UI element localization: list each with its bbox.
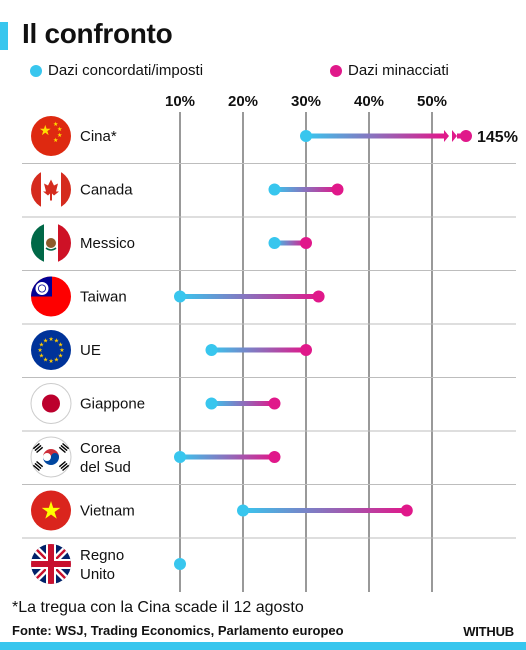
svg-text:★: ★ bbox=[53, 121, 58, 128]
agreed-point bbox=[268, 237, 281, 249]
mexico-flag-icon bbox=[31, 223, 71, 263]
chart-row-ue: ★★★★★★★★★ ★ ★★ UE bbox=[31, 330, 312, 370]
threatened-value-label: 145% bbox=[477, 129, 518, 146]
threatened-point bbox=[268, 451, 281, 463]
svg-text:★: ★ bbox=[40, 497, 62, 525]
chart-row-cina: ★ ★★★★ Cina* 145% bbox=[31, 116, 518, 156]
agreed-point bbox=[174, 290, 186, 303]
threatened-point bbox=[268, 397, 281, 410]
legend-item-threatened: Dazi minacciati bbox=[330, 62, 449, 79]
dumbbell-bar bbox=[211, 401, 275, 406]
svg-text:★: ★ bbox=[57, 126, 62, 133]
svg-text:★: ★ bbox=[39, 123, 52, 139]
canada-flag-icon bbox=[31, 169, 71, 210]
chart-row-vietnam: ★ Vietnam bbox=[31, 490, 413, 531]
svg-text:★: ★ bbox=[37, 347, 42, 354]
chart-row-regno-unito: Regno Unito bbox=[31, 544, 186, 584]
bottom-accent-bar bbox=[0, 642, 526, 650]
x-tick-label: 40% bbox=[354, 93, 384, 110]
svg-text:★: ★ bbox=[39, 342, 44, 349]
row-label: Giappone bbox=[80, 396, 145, 413]
svg-text:★: ★ bbox=[54, 337, 59, 344]
uk-flag-icon bbox=[31, 544, 71, 584]
svg-text:★: ★ bbox=[39, 353, 44, 360]
vietnam-flag-icon: ★ bbox=[31, 490, 71, 531]
chart-row-canada: Canada bbox=[31, 169, 344, 210]
row-label: Canada bbox=[80, 182, 133, 199]
row-label: Taiwan bbox=[80, 289, 127, 306]
threatened-point bbox=[460, 130, 472, 142]
row-label: UE bbox=[80, 342, 101, 359]
agreed-point bbox=[205, 397, 218, 410]
svg-text:★: ★ bbox=[53, 137, 58, 144]
agreed-point bbox=[237, 504, 249, 517]
dumbbell-bar bbox=[211, 347, 306, 353]
taiwan-flag-icon bbox=[31, 276, 71, 317]
footnote: *La tregua con la Cina scade il 12 agost… bbox=[12, 599, 304, 616]
dumbbell-chart: 10% 20% 30% 40% 50% ★ ★★★★ Cina* 145%CanadaMess… bbox=[22, 93, 518, 592]
svg-text:★: ★ bbox=[43, 337, 48, 344]
svg-text:★: ★ bbox=[48, 358, 53, 365]
threatened-point bbox=[331, 183, 344, 196]
brand-logo: WITHUB bbox=[463, 624, 514, 639]
row-label: Cina* bbox=[80, 128, 117, 145]
agreed-point bbox=[174, 558, 186, 570]
south-korea-flag-icon bbox=[30, 436, 72, 478]
dumbbell-bar bbox=[274, 240, 306, 246]
row-label: Messico bbox=[80, 235, 135, 252]
legend-dot-agreed bbox=[30, 64, 42, 77]
chart-row-corea-del-sud: Corea del Sud bbox=[30, 436, 281, 478]
legend-dot-threatened bbox=[330, 64, 342, 77]
threatened-point bbox=[312, 290, 325, 303]
legend-label-threatened: Dazi minacciati bbox=[348, 62, 449, 79]
svg-text:★: ★ bbox=[48, 336, 53, 343]
svg-text:★: ★ bbox=[54, 357, 59, 364]
row-label: Regno Unito bbox=[80, 547, 124, 583]
dumbbell-bar bbox=[306, 133, 444, 139]
threatened-point bbox=[300, 237, 312, 249]
svg-text:★: ★ bbox=[58, 342, 63, 349]
x-tick-label: 10% bbox=[165, 93, 195, 110]
row-label: Vietnam bbox=[80, 503, 135, 520]
dumbbell-bar bbox=[180, 294, 319, 299]
dumbbell-bar bbox=[243, 508, 407, 513]
x-tick-label: 20% bbox=[228, 93, 258, 110]
svg-text:★: ★ bbox=[58, 353, 63, 360]
svg-text:★: ★ bbox=[57, 132, 62, 139]
chart-title: Il confronto bbox=[22, 18, 173, 49]
svg-text:★: ★ bbox=[43, 357, 48, 364]
source-note: Fonte: WSJ, Trading Economics, Parlament… bbox=[12, 623, 344, 638]
row-label: Corea del Sud bbox=[80, 440, 131, 476]
eu-flag-icon: ★★★★★★★★★ ★ ★★ bbox=[31, 330, 71, 370]
title-accent-bar bbox=[0, 22, 8, 50]
agreed-point bbox=[205, 344, 218, 356]
agreed-point bbox=[300, 130, 312, 142]
japan-flag-icon bbox=[30, 383, 72, 424]
legend-item-agreed: Dazi concordati/imposti bbox=[30, 62, 203, 79]
axis-break-mark bbox=[452, 130, 457, 142]
chart-row-messico: Messico bbox=[31, 223, 312, 263]
legend-label-agreed: Dazi concordati/imposti bbox=[48, 62, 204, 79]
dumbbell-bar bbox=[274, 187, 338, 192]
dumbbell-bar bbox=[180, 454, 275, 460]
chart-row-giappone: Giappone bbox=[30, 383, 281, 424]
x-tick-label: 50% bbox=[417, 93, 447, 110]
threatened-point bbox=[300, 344, 312, 356]
agreed-point bbox=[174, 451, 186, 463]
threatened-point bbox=[400, 504, 413, 517]
axis-break-mark bbox=[444, 130, 449, 142]
chart-row-taiwan: Taiwan bbox=[31, 276, 325, 317]
x-tick-label: 30% bbox=[291, 93, 321, 110]
svg-text:★: ★ bbox=[59, 347, 64, 354]
china-flag-icon: ★ ★★★★ bbox=[31, 116, 71, 156]
agreed-point bbox=[268, 183, 281, 196]
